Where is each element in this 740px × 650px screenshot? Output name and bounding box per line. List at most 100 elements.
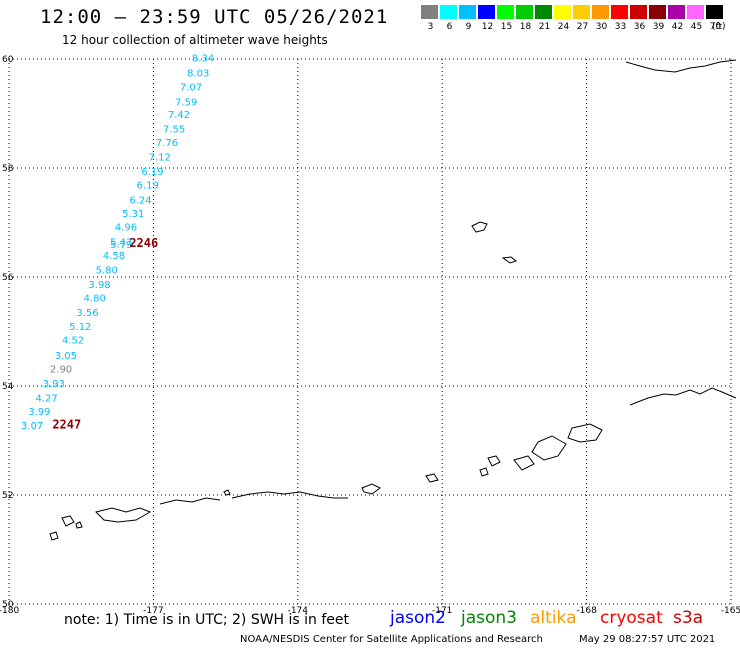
coastline-atka	[361, 483, 381, 495]
scale-label: 12	[481, 22, 494, 32]
track-time-label: 2246	[129, 236, 158, 250]
scale-label: 24	[557, 22, 570, 32]
chart-title: 12:00 – 23:59 UTC 05/26/2021	[40, 6, 389, 28]
wave-height-value: 5.31	[122, 209, 144, 220]
coastline-small-islets	[75, 489, 231, 529]
scale-swatch	[421, 5, 438, 19]
lon-tick-label: -171	[432, 606, 452, 616]
coastline-semichi	[49, 531, 59, 541]
scale-label: 27	[576, 22, 589, 32]
lat-tick-label: 54	[2, 382, 14, 392]
wave-height-value: 3.98	[88, 280, 110, 291]
scale-swatch	[516, 5, 533, 19]
wave-height-value: 4.27	[35, 393, 57, 404]
coastline-attu	[61, 515, 75, 527]
credit-text: NOAA/NESDIS Center for Satellite Applica…	[240, 634, 543, 645]
coastline-islands-andreanof-east	[425, 473, 439, 483]
scale-swatch	[630, 5, 647, 19]
mission-s3a: s3a	[673, 608, 704, 628]
lon-tick-label: -168	[576, 606, 597, 616]
scale-swatch	[440, 5, 457, 19]
coastline-umnak	[513, 455, 535, 471]
wave-height-value: 5.12	[69, 322, 91, 333]
wave-height-value: 3.05	[55, 351, 77, 362]
axis-labels: -180 -177 -174 -171 -168 -165 60 58 56 54 52 50	[0, 55, 740, 616]
wave-height-value: 3.99	[28, 407, 50, 418]
scale-swatch	[573, 5, 590, 19]
coastline-alaska-peninsula	[629, 387, 737, 406]
scale-swatch	[459, 5, 476, 19]
lat-tick-label: 56	[2, 273, 14, 283]
scale-swatch	[554, 5, 571, 19]
wave-height-value: 6.24	[129, 195, 151, 206]
footer-note: note: 1) Time is in UTC; 2) SWH is in fe…	[64, 612, 350, 628]
wave-height-value: 4.96	[115, 223, 137, 234]
wave-height-value: 4.52	[62, 335, 84, 346]
lon-tick-label: -180	[0, 606, 19, 616]
scale-label: 36	[633, 22, 646, 32]
coastline-andreanof-west	[231, 491, 348, 499]
wave-height-value: 3.07	[21, 421, 43, 432]
lon-tick-label: -174	[288, 606, 309, 616]
lat-tick-label: 58	[2, 164, 14, 174]
scale-swatch	[687, 5, 704, 19]
coastline	[49, 59, 737, 541]
scale-label: 45	[690, 22, 703, 32]
wave-height-value: 5.47	[110, 237, 132, 248]
wave-height-value: 2.90	[50, 364, 72, 375]
wave-height-value: 7.55	[163, 125, 185, 136]
coastline-alaska-north	[625, 59, 737, 73]
wave-height-value: 8.03	[187, 68, 209, 79]
mission-altika: altika	[530, 608, 577, 628]
wave-height-value: 7.59	[175, 97, 197, 108]
coastline-islands-four-mountains	[479, 455, 501, 477]
scale-swatch	[649, 5, 666, 19]
wave-height-value: 7.07	[180, 83, 202, 94]
wave-height-value: 6.19	[137, 181, 159, 192]
scale-swatch	[535, 5, 552, 19]
wave-height-value: 3.93	[43, 379, 65, 390]
scale-label: 6	[446, 22, 453, 32]
coastline-rat-islands	[159, 497, 221, 505]
lat-tick-label: 52	[2, 491, 13, 501]
wave-height-value: 7.12	[149, 152, 171, 163]
wave-height-value: 4.80	[84, 294, 106, 305]
lat-tick-label: 60	[2, 55, 14, 65]
scale-label: 42	[671, 22, 684, 32]
wave-height-value: 7.76	[156, 138, 178, 149]
coastline-island-stmatthew	[471, 221, 488, 233]
lat-lon-grid	[8, 58, 732, 605]
scale-swatch	[497, 5, 514, 19]
wave-height-value: 7.42	[168, 110, 190, 121]
track-time-label: 2247	[52, 418, 81, 432]
color-scale-unit: (ft)	[712, 22, 726, 32]
scale-label: 30	[595, 22, 608, 32]
lat-tick-label: 50	[2, 600, 14, 610]
wave-height-value: 4.58	[103, 251, 125, 262]
wave-height-value: 5.80	[96, 266, 118, 277]
coastline-unimak	[567, 423, 603, 443]
scale-label: 9	[465, 22, 472, 32]
lon-tick-label: -165	[721, 606, 740, 616]
generated-timestamp: May 29 08:27:57 UTC 2021	[579, 634, 716, 645]
wave-height-value: 5.79	[110, 240, 132, 251]
scale-label: 21	[538, 22, 551, 32]
scale-label: 15	[500, 22, 513, 32]
mission-jason2: jason2	[390, 608, 446, 628]
scale-swatch	[611, 5, 628, 19]
scale-swatch	[592, 5, 609, 19]
wave-height-value: 3.56	[76, 308, 98, 319]
scale-label: 18	[519, 22, 532, 32]
coastline-near-islands	[95, 507, 152, 523]
wave-height-value: 6.19	[141, 167, 163, 178]
coastline-island-pinnacle	[501, 256, 518, 264]
wave-height-value: 8.34	[192, 54, 214, 65]
mission-jason3: jason3	[461, 608, 517, 628]
chart-subtitle: 12 hour collection of altimeter wave hei…	[62, 33, 328, 47]
scale-label: 70	[709, 22, 722, 32]
scale-swatch	[706, 5, 723, 19]
altimeter-track: 8.34 8.03 7.07 7.59 7.42 7.55 7.76 7.12 6.19 6.19…	[21, 54, 214, 432]
scale-swatch	[478, 5, 495, 19]
mission-cryosat: cryosat	[600, 608, 663, 628]
